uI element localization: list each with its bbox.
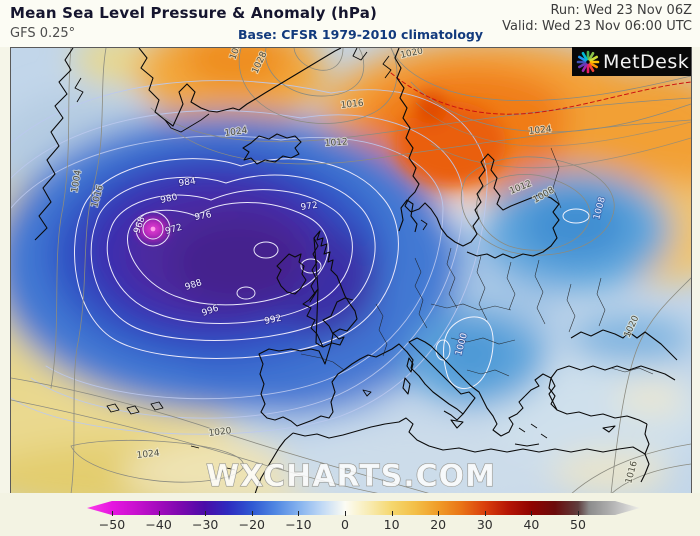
page-title: Mean Sea Level Pressure & Anomaly (hPa)	[10, 4, 378, 22]
contour-label: 984	[178, 177, 197, 189]
weather-map: 1016 1004 984 980 976 972 968 972 988 99…	[10, 47, 692, 495]
colorbar-tick-label: −10	[285, 517, 312, 532]
model-label: GFS 0.25°	[10, 26, 76, 41]
coastlines	[34, 48, 678, 494]
colorbar-zone: −50 −40 −30 −20 −10 0 10 20 30 40 50	[0, 493, 700, 536]
colorbar-tick-label: 40	[523, 517, 540, 532]
country-borders	[300, 147, 654, 377]
pressure-anomaly-chart: 1016 1004 984 980 976 972 968 972 988 99…	[11, 48, 691, 494]
colorbar-tick-label: 20	[430, 517, 447, 532]
colorbar-tick	[484, 511, 486, 516]
run-valid-info: Run: Wed 23 Nov 06Z Valid: Wed 23 Nov 06…	[502, 3, 692, 35]
contour-label: 1024	[528, 125, 552, 137]
colorbar-tick	[112, 511, 113, 516]
contour-label: 1024	[224, 126, 248, 139]
metdesk-logo-text: MetDesk	[603, 50, 690, 73]
contour-label: 980	[160, 193, 179, 206]
run-time: Run: Wed 23 Nov 06Z	[550, 3, 692, 18]
colorbar-tick	[345, 511, 346, 516]
contour-label: 1016	[340, 99, 364, 111]
colorbar-tick	[438, 511, 440, 516]
colorbar-tick-label: 0	[341, 517, 349, 532]
contour-label: 976	[194, 210, 213, 223]
contour-label: 1020	[208, 426, 232, 439]
colorbar-tick-label: 30	[476, 517, 493, 532]
contour-label: 992	[264, 314, 283, 327]
isobar-contours	[11, 48, 691, 494]
colorbar-tick-label: −30	[191, 517, 219, 532]
metdesk-pinwheel-icon	[576, 50, 600, 73]
colorbar-tick	[158, 511, 160, 516]
colorbar-tick-label: −40	[145, 517, 172, 532]
contour-label: 1024	[136, 449, 160, 461]
watermark: WXCHARTS.COM	[206, 459, 496, 494]
colorbar-tick	[578, 511, 579, 516]
colorbar-tick	[391, 511, 393, 516]
red-dashed-contour	[390, 72, 691, 115]
climatology-base-label: Base: CFSR 1979-2010 climatology	[238, 27, 484, 42]
contour-label: 972	[300, 201, 318, 213]
header-bar: Mean Sea Level Pressure & Anomaly (hPa) …	[0, 0, 700, 47]
colorbar-tick-label: 10	[383, 517, 400, 532]
contour-label: 1012	[325, 137, 349, 149]
valid-time: Valid: Wed 23 Nov 06:00 UTC	[502, 19, 692, 34]
colorbar-tick	[251, 511, 253, 516]
colorbar-tick-label: −20	[238, 517, 265, 532]
metdesk-logo: MetDesk	[572, 47, 691, 76]
colorbar-tick	[531, 511, 533, 516]
colorbar-tick	[298, 511, 300, 516]
anomaly-colorbar	[87, 501, 640, 515]
colorbar-tick-label: 50	[570, 517, 586, 532]
colorbar-tick	[205, 511, 207, 516]
colorbar-tick-label: −50	[98, 517, 126, 532]
